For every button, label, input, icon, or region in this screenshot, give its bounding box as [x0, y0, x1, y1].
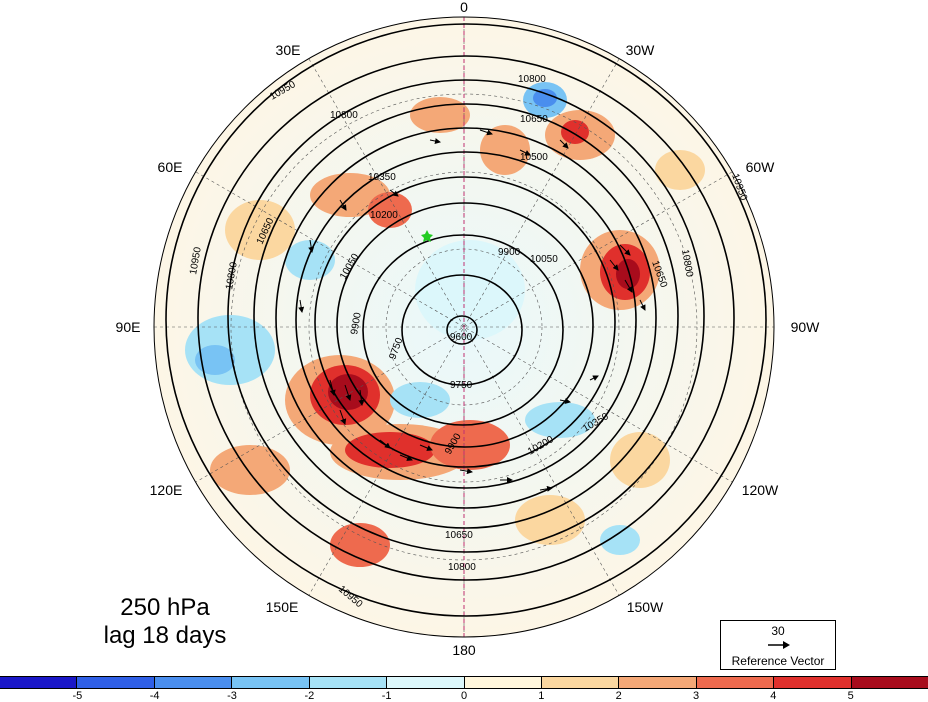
location-marker-icon — [421, 230, 433, 242]
colorbar-tick-label: 2 — [615, 690, 622, 702]
colorbar: -5 -4 -3 -2 -1 0 1 2 3 4 5 — [0, 676, 928, 702]
lon-label-150w: 150W — [627, 599, 664, 615]
wind-vectors — [298, 129, 646, 492]
lon-label-30e: 30E — [276, 42, 301, 58]
colorbar-swatch — [619, 677, 697, 688]
colorbar-swatches — [0, 676, 928, 689]
colorbar-tick-label: -1 — [381, 690, 392, 702]
contour-label: 9750 — [450, 380, 473, 391]
plot-title: 250 hPa lag 18 days — [60, 594, 270, 650]
colorbar-swatch — [232, 677, 310, 688]
polar-stereographic-map: 9600 9750 9750 9900 9900 9900 10050 1005… — [116, 0, 821, 658]
contour-label: 10050 — [530, 254, 558, 265]
contour-label: 9900 — [498, 247, 521, 258]
lon-label-30w: 30W — [626, 42, 656, 58]
contour-label: 10800 — [448, 562, 476, 573]
contour-label: 10800 — [679, 249, 695, 279]
contour-label: 10350 — [368, 172, 396, 183]
colorbar-swatch — [387, 677, 465, 688]
plot-title-lag: lag 18 days — [103, 622, 227, 649]
contour-label: 10200 — [370, 210, 398, 221]
reference-arrow-icon — [768, 641, 790, 649]
contour-label: 10950 — [188, 246, 204, 276]
colorbar-tick-label: 0 — [460, 690, 468, 702]
lon-label-60e: 60E — [158, 159, 183, 175]
contour-label: 10650 — [520, 114, 548, 125]
colorbar-swatch — [464, 677, 542, 688]
colorbar-swatch — [541, 677, 620, 688]
lon-label-90w: 90W — [791, 319, 821, 335]
contour-label: 10650 — [445, 530, 473, 541]
lon-label-0: 0 — [460, 0, 468, 15]
colorbar-swatch — [696, 677, 775, 688]
map-border — [153, 16, 775, 638]
colorbar-tick-label: 3 — [692, 690, 700, 702]
lon-label-120e: 120E — [150, 482, 183, 498]
colorbar-swatch — [77, 677, 155, 688]
plot-title-level: 250 hPa — [120, 594, 210, 621]
contour-label: 9600 — [450, 332, 473, 343]
anomaly-shading — [185, 82, 705, 567]
colorbar-tick-label: -4 — [149, 690, 160, 702]
colorbar-tick-label: -2 — [304, 690, 315, 702]
colorbar-swatch — [0, 677, 78, 688]
colorbar-swatch — [309, 677, 388, 688]
contour-label: 10800 — [518, 74, 546, 85]
reference-vector-box: 30 Reference Vector — [720, 620, 836, 670]
lon-label-90e: 90E — [116, 319, 141, 335]
lon-label-180: 180 — [452, 642, 476, 658]
colorbar-tick-label: -5 — [72, 690, 83, 702]
lon-label-120w: 120W — [742, 482, 779, 498]
colorbar-swatch — [774, 677, 852, 688]
height-contours — [165, 23, 767, 617]
reference-vector-magnitude: 30 — [771, 624, 785, 638]
contour-label: 10500 — [520, 152, 548, 163]
colorbar-swatch — [154, 677, 233, 688]
colorbar-swatch — [851, 677, 928, 688]
contour-label: 10800 — [224, 261, 240, 291]
colorbar-tick-label: 4 — [770, 690, 777, 702]
colorbar-tick-label: 1 — [538, 690, 545, 702]
colorbar-tick-label: -3 — [227, 690, 237, 702]
lon-label-150e: 150E — [266, 599, 299, 615]
contour-label: 10800 — [330, 110, 358, 121]
colorbar-tick-label: 5 — [847, 690, 854, 702]
lon-label-60w: 60W — [746, 159, 776, 175]
contour-label: 9900 — [349, 311, 364, 335]
reference-vector-label: Reference Vector — [731, 654, 825, 668]
